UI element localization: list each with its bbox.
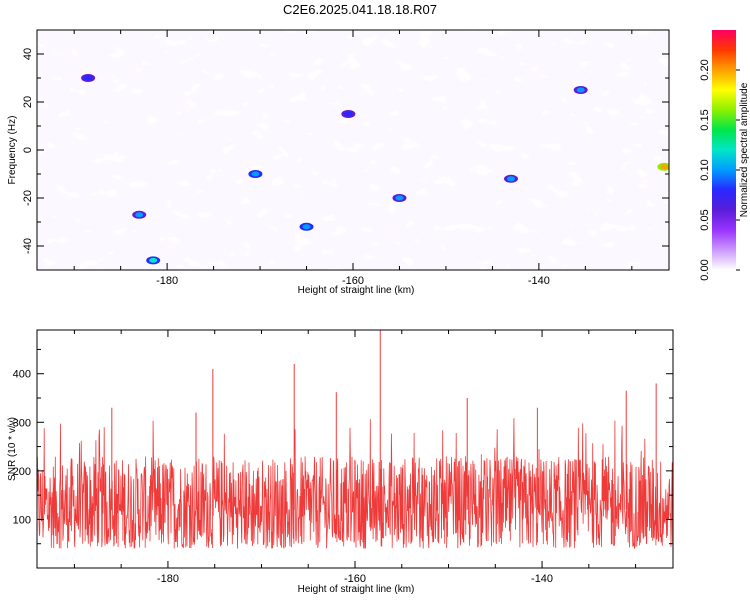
figure-title: C2E6.2025.041.18.18.R07 (283, 2, 437, 17)
heatmap-peaks (81, 74, 669, 265)
colorbar-tick-label: 0.15 (699, 109, 711, 130)
heatmap-peak (84, 75, 93, 81)
colorbar: 0.00 0.05 0.10 0.15 0.20 Normalized spectral… (699, 30, 750, 281)
heatmap-peak (660, 164, 669, 170)
snr-ylabel: SNR (10 * v/v) (7, 417, 18, 481)
y-tick-label: -20 (22, 190, 34, 206)
colorbar-tick-label: 0.00 (699, 259, 711, 280)
heatmap-peak (344, 111, 353, 117)
heatmap-panel: -180 -160 -140 -40 -20 0 20 40 Height of straig… (7, 29, 670, 296)
y-tick-label: 0 (22, 147, 34, 153)
snr-axes: -180 -160 -140 100 200 300 400 (13, 330, 673, 585)
colorbar-tick-label: 0.10 (699, 159, 711, 180)
snr-xlabel: Height of straight line (km) (298, 584, 415, 595)
heatmap-peak (302, 224, 311, 230)
x-tick-label: -140 (528, 275, 550, 287)
heatmap-peak (395, 195, 404, 201)
x-tick-label: -180 (157, 573, 179, 585)
y-tick-label: 200 (13, 466, 31, 478)
y-tick-label: 40 (22, 48, 34, 60)
heatmap-xlabel: Height of straight line (km) (298, 285, 415, 296)
colorbar-tick-label: 0.20 (699, 59, 711, 80)
colorbar-label: Normalized spectral amplitude (739, 82, 750, 217)
x-tick-label: -160 (342, 275, 364, 287)
colorbar-ticks: 0.00 0.05 0.10 0.15 0.20 (699, 59, 740, 281)
heatmap-peak (507, 176, 515, 182)
y-tick-label: -40 (22, 238, 34, 254)
y-tick-label: 400 (13, 369, 31, 381)
heatmap-peak (251, 171, 260, 177)
heatmap-ylabel: Frequency (Hz) (7, 116, 18, 185)
y-tick-label: 300 (13, 417, 31, 429)
colorbar-strip (712, 30, 736, 270)
snr-peaks (111, 330, 657, 510)
heatmap-peak (149, 257, 158, 263)
heatmap-field (37, 30, 669, 270)
x-tick-label: -160 (344, 573, 366, 585)
y-tick-label: 100 (13, 514, 31, 526)
snr-panel: -180 -160 -140 100 200 300 400 Height of strai… (7, 329, 674, 595)
heatmap-peak (135, 212, 144, 218)
x-tick-label: -180 (156, 275, 178, 287)
y-tick-label: 20 (22, 96, 34, 108)
snr-series-line (37, 418, 673, 549)
heatmap-peak (576, 87, 585, 93)
colorbar-tick-label: 0.05 (699, 209, 711, 230)
heatmap-axes: -180 -160 -140 -40 -20 0 20 40 (22, 29, 669, 287)
x-tick-label: -140 (531, 573, 553, 585)
